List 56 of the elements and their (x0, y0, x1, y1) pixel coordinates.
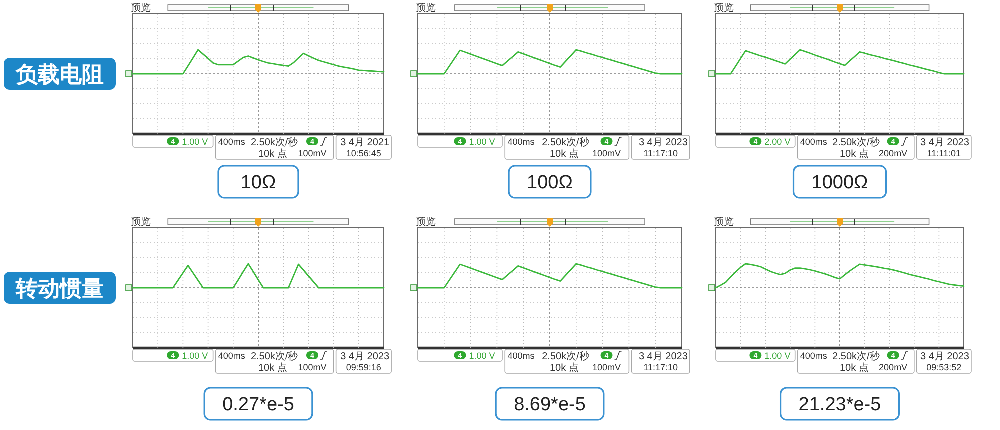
text: 1.00 V (764, 350, 791, 361)
text: 10k 点 (550, 362, 579, 374)
text: 400ms (218, 351, 246, 361)
text: 200mV (879, 148, 908, 158)
text: 1.00 V (469, 350, 496, 361)
text: 10Ω (240, 172, 276, 194)
text: 11:17:10 (644, 362, 678, 372)
text: 预览 (714, 2, 734, 14)
text: 3 4月 2023 (920, 138, 970, 148)
text: 1.00 V (469, 136, 496, 147)
text: 2.50k次/秒 (542, 350, 590, 362)
text: 3 4月 2023 (638, 352, 688, 362)
text: 200mV (879, 362, 908, 372)
text: 400ms (218, 137, 246, 147)
text: 2.50k次/秒 (250, 136, 298, 148)
text: 100mV (298, 148, 327, 158)
text: 100mV (592, 362, 622, 372)
y-axis-title: 转动惯量 (15, 276, 104, 301)
text: 100Ω (527, 172, 573, 194)
text: 10:56:45 (346, 148, 382, 158)
text: 2.50k次/秒 (250, 350, 298, 362)
text: 2.00 V (764, 136, 791, 147)
text: 1000Ω (812, 172, 868, 194)
text: 10k 点 (258, 362, 288, 374)
text: 2.50k次/秒 (832, 350, 880, 362)
text: 10k 点 (840, 362, 869, 374)
text: 8.69*e-5 (514, 394, 586, 416)
text: 3 4月 2023 (920, 352, 970, 362)
text: 21.23*e-5 (798, 394, 882, 416)
text: 0.27*e-5 (222, 394, 294, 416)
text: 预览 (131, 216, 151, 228)
text: 10k 点 (258, 148, 288, 160)
text: 10k 点 (550, 148, 579, 160)
text: 2.50k次/秒 (832, 136, 880, 148)
y-axis-title: 负载电阻 (15, 62, 104, 87)
text: 预览 (416, 216, 436, 228)
text: 400ms (508, 351, 536, 361)
text: 100mV (298, 362, 327, 372)
text: 400ms (800, 137, 828, 147)
text: 400ms (508, 137, 536, 147)
text: 100mV (592, 148, 622, 158)
text: 11:17:10 (644, 148, 678, 158)
text: 预览 (714, 216, 734, 228)
text: 预览 (131, 2, 151, 14)
text: 3 4月 2021 (340, 138, 390, 148)
text: 10k 点 (840, 148, 869, 160)
text: 预览 (416, 2, 436, 14)
text: 1.00 V (182, 136, 208, 147)
text: 400ms (800, 351, 828, 361)
text: 2.50k次/秒 (542, 136, 590, 148)
text: 11:11:01 (927, 148, 962, 158)
text: 3 4月 2023 (340, 352, 390, 362)
text: 09:53:52 (926, 362, 962, 372)
text: 09:59:16 (346, 362, 382, 372)
text: 1.00 V (182, 350, 208, 361)
text: 3 4月 2023 (638, 138, 688, 148)
